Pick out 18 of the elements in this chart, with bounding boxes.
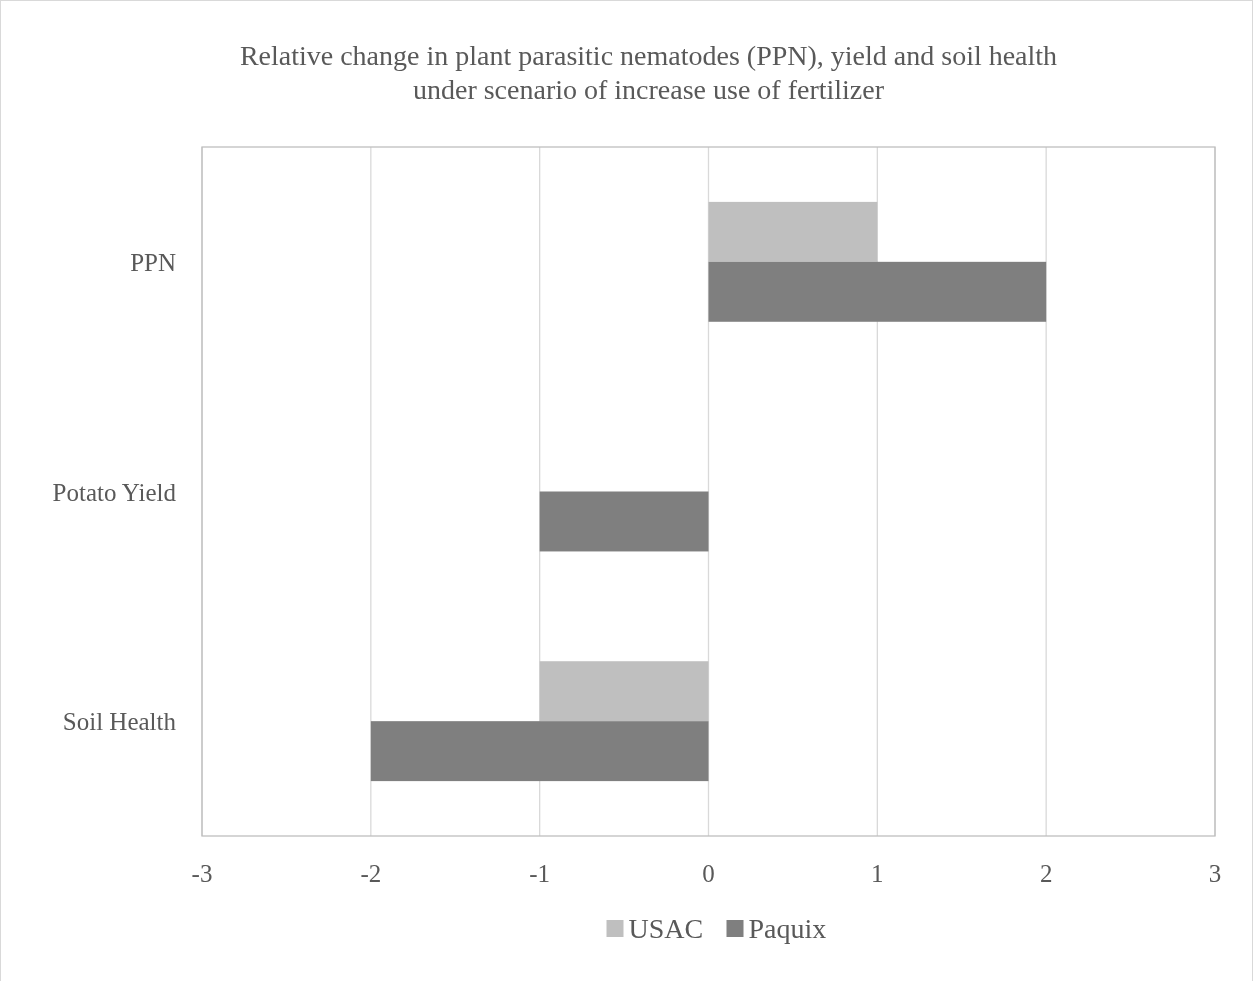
y-tick-label: PPN <box>130 248 176 276</box>
x-tick-label: 2 <box>1039 860 1053 887</box>
x-tick-label: 3 <box>1208 860 1222 887</box>
x-tick-label: -1 <box>529 860 551 887</box>
chart-title: Relative change in plant parasitic nematodes (PPN), yield and soil health under scenario of increase use of fertilizer <box>239 40 1058 105</box>
bar <box>708 261 1047 322</box>
bar <box>539 491 709 552</box>
y-tick-label: Soil Health <box>62 708 177 736</box>
x-tick-label: -3 <box>191 860 213 887</box>
x-tick-label: -2 <box>360 860 382 887</box>
legend-label: USAC <box>628 913 704 944</box>
bar <box>708 201 878 262</box>
legend-label: Paquix <box>748 913 827 944</box>
x-tick-label: 0 <box>702 860 715 887</box>
bar <box>539 661 709 722</box>
bar <box>370 721 709 782</box>
x-tick-label: 1 <box>871 860 884 887</box>
y-tick-label: Potato Yield <box>52 478 177 506</box>
